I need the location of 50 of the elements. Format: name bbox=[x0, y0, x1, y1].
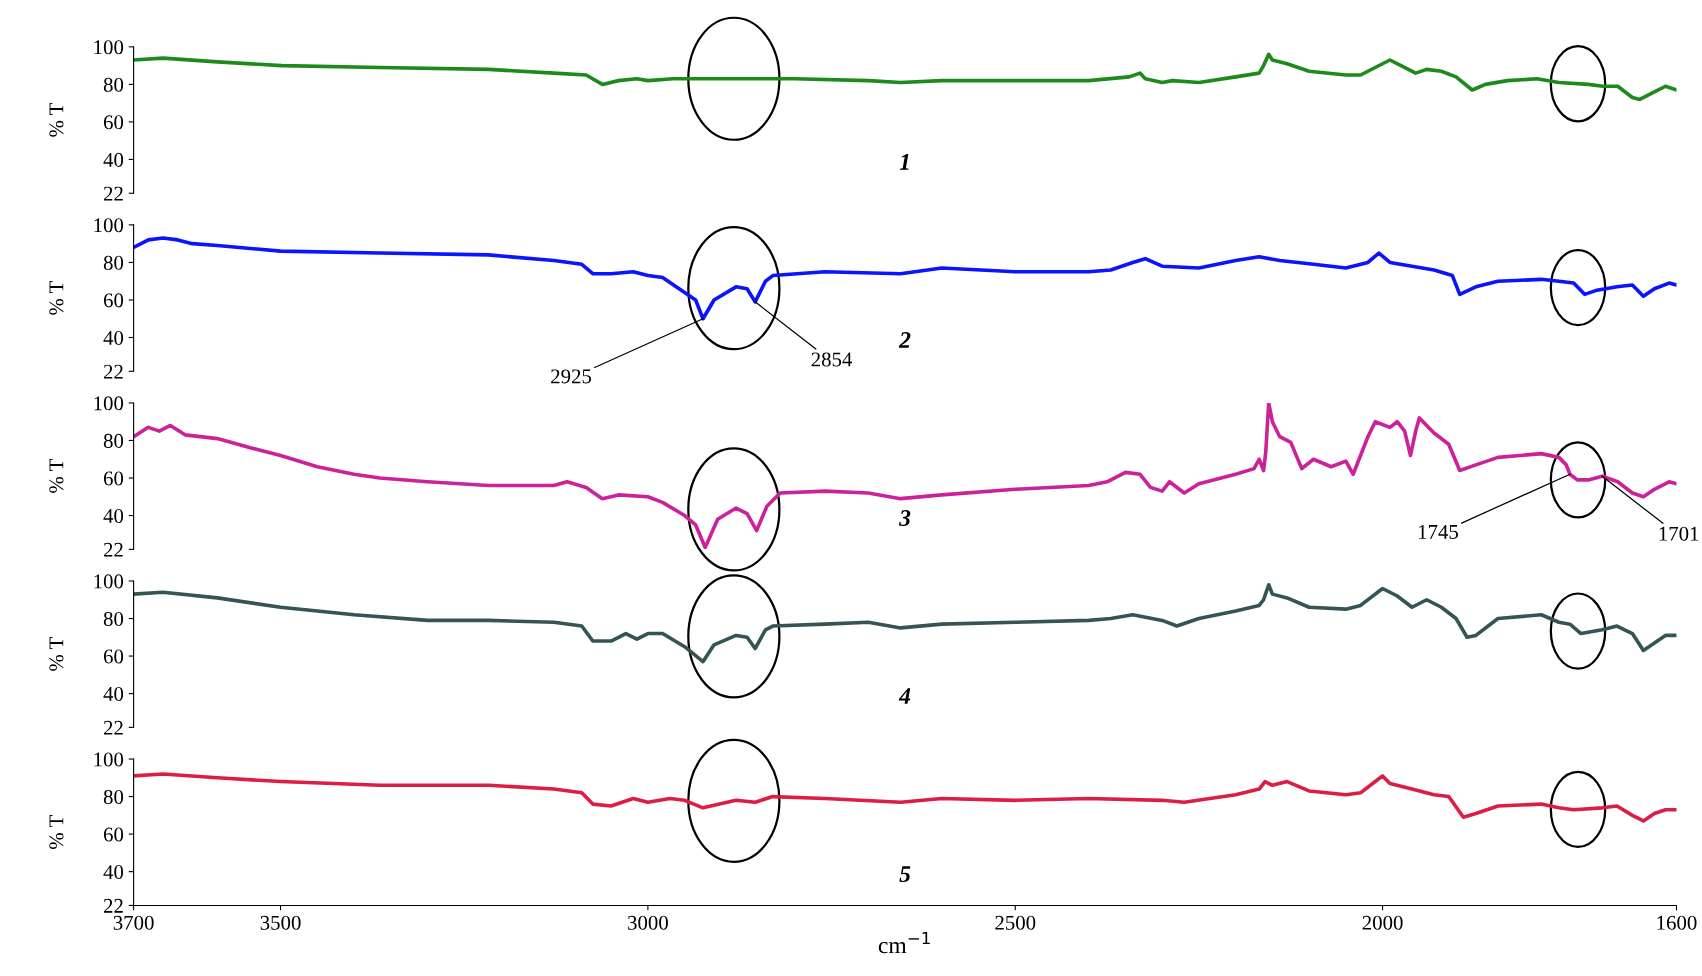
y-tick-label: 80 bbox=[103, 77, 124, 92]
y-tick-label: 80 bbox=[103, 255, 124, 270]
line-series bbox=[133, 582, 1677, 664]
y-tick-label: 100 bbox=[94, 218, 124, 233]
annotation: 2 bbox=[898, 332, 911, 348]
line-series bbox=[133, 772, 1677, 823]
annotation: 1 bbox=[899, 154, 909, 170]
y-axis-title: % T bbox=[49, 102, 64, 137]
y-tick-label: 22 bbox=[103, 364, 123, 379]
annotation: 1701 bbox=[1659, 526, 1699, 541]
y-tick-label: 80 bbox=[103, 789, 124, 804]
y-tick-label: 22 bbox=[103, 542, 123, 557]
y-tick-label: 60 bbox=[103, 293, 124, 308]
x-axis-title: cm$^{−1}$ bbox=[878, 932, 930, 954]
y-axis-title: % T bbox=[49, 280, 64, 315]
y-tick-label: 22 bbox=[103, 186, 123, 201]
line-series bbox=[133, 236, 1677, 321]
annotation: 2854 bbox=[811, 352, 853, 367]
annotation: 4 bbox=[898, 688, 911, 704]
y-tick-label: 100 bbox=[94, 752, 124, 767]
line-series bbox=[133, 52, 1677, 102]
y-tick-label: 40 bbox=[103, 152, 124, 167]
y-tick-label: 60 bbox=[103, 115, 124, 130]
y-tick-label: 60 bbox=[103, 649, 124, 664]
x-tick-label: 2000 bbox=[1362, 915, 1403, 930]
y-tick-label: 100 bbox=[94, 40, 124, 55]
x-tick-label: 3700 bbox=[113, 915, 154, 930]
y-axis-title: % T bbox=[49, 637, 64, 671]
y-tick-label: 100 bbox=[94, 574, 124, 589]
y-tick-label: 40 bbox=[103, 330, 124, 345]
y-tick-label: 22 bbox=[103, 898, 123, 913]
annotation: 2925 bbox=[551, 369, 592, 384]
annotation: 1745 bbox=[1418, 524, 1459, 539]
y-axis-title: % T bbox=[49, 815, 64, 849]
y-tick-label: 60 bbox=[103, 827, 124, 842]
annotation: 5 bbox=[899, 866, 911, 883]
y-tick-label: 40 bbox=[103, 508, 124, 523]
y-tick-label: 80 bbox=[103, 433, 124, 448]
y-tick-label: 80 bbox=[103, 611, 124, 626]
y-tick-label: 100 bbox=[94, 396, 124, 411]
y-tick-label: 40 bbox=[103, 865, 124, 880]
annotation: 3 bbox=[898, 510, 911, 526]
x-tick-label: 3000 bbox=[628, 915, 668, 930]
x-tick-label: 2500 bbox=[995, 915, 1036, 930]
y-tick-label: 22 bbox=[103, 720, 123, 735]
y-axis-title: % T bbox=[49, 459, 64, 493]
y-tick-label: 60 bbox=[103, 471, 124, 486]
y-tick-label: 40 bbox=[103, 686, 124, 702]
x-tick-label: 3500 bbox=[260, 915, 301, 930]
x-tick-label: 1600 bbox=[1657, 915, 1697, 930]
